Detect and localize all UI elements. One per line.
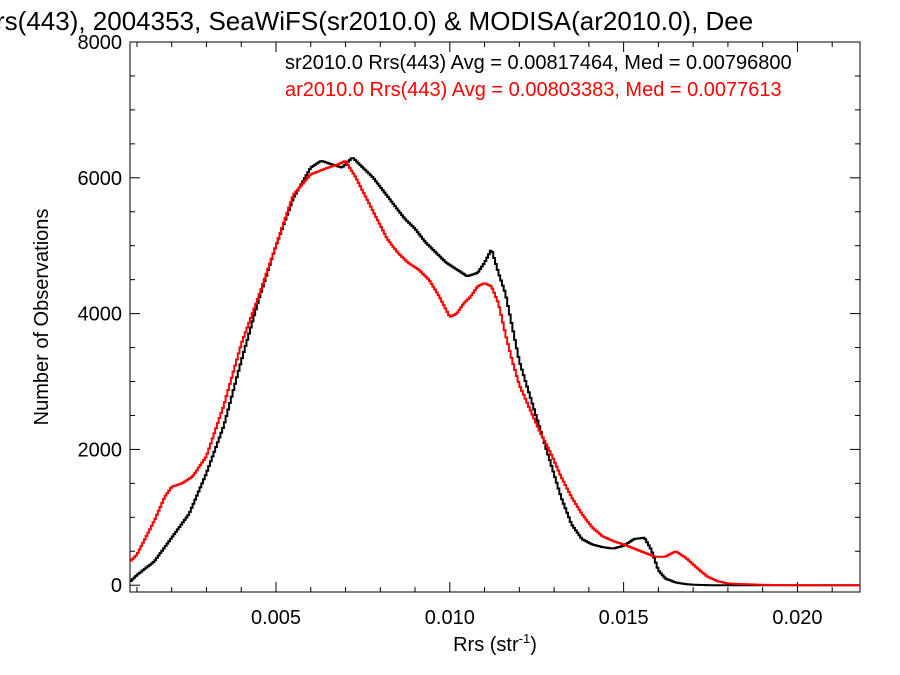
y-axis-label: Number of Observations bbox=[31, 209, 53, 426]
legend-entry-ar2010: ar2010.0 Rrs(443) Avg = 0.00803383, Med … bbox=[285, 79, 782, 101]
y-tick-label: 0 bbox=[111, 575, 122, 597]
x-axis-label: Rrs (str-1) bbox=[453, 631, 537, 656]
plot-frame bbox=[129, 41, 861, 593]
x-tick-label: 0.020 bbox=[772, 607, 822, 629]
y-tick-label: 4000 bbox=[78, 304, 123, 326]
x-tick-label: 0.010 bbox=[425, 607, 475, 629]
series-line-sr2010 bbox=[130, 157, 860, 587]
x-axis-label-exponent: -1 bbox=[519, 631, 531, 646]
y-tick-label: 6000 bbox=[78, 168, 123, 190]
x-axis-label-base: Rrs (str bbox=[453, 634, 519, 656]
y-tick-label: 8000 bbox=[78, 32, 123, 54]
legend-entry-sr2010: sr2010.0 Rrs(443) Avg = 0.00817464, Med … bbox=[285, 52, 792, 74]
y-tick-label: 2000 bbox=[78, 439, 123, 461]
plot-area: 0.005 0.010 0.015 0.020 0 2000 4000 6000 8000 bbox=[78, 32, 861, 629]
x-tick-label: 0.005 bbox=[251, 607, 301, 629]
x-axis-label-close: ) bbox=[530, 634, 537, 656]
x-tick-label: 0.015 bbox=[599, 607, 649, 629]
chart-title: rs(443), 2004353, SeaWiFS(sr2010.0) & MO… bbox=[0, 6, 753, 36]
series-line-ar2010 bbox=[130, 160, 860, 587]
